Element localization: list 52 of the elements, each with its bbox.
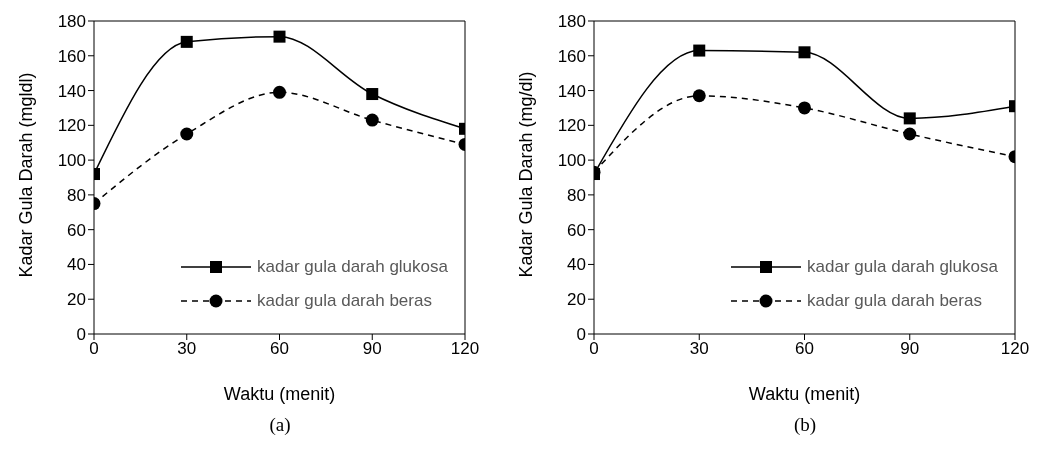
y-tick-label: 180 [557, 12, 586, 32]
point [366, 88, 379, 101]
y-tick-label: 0 [76, 325, 86, 345]
x-tick-label: 30 [177, 339, 197, 359]
y-tick-label: 100 [557, 151, 586, 171]
point [273, 30, 286, 43]
y-tick-label: 0 [576, 325, 586, 345]
legend-label: kadar gula darah beras [807, 291, 982, 311]
point [273, 85, 286, 99]
point [365, 113, 379, 127]
x-tick-label: 90 [362, 339, 382, 359]
legend-label: kadar gula darah glukosa [807, 257, 998, 277]
y-tick-label: 120 [557, 116, 586, 136]
point [180, 35, 193, 48]
y-tick-label: 80 [567, 185, 586, 205]
x-tick-label: 120 [1000, 339, 1030, 359]
legend-label: kadar gula darah beras [257, 291, 432, 311]
y-tick-label: 60 [67, 220, 86, 240]
y-tick-label: 20 [67, 290, 86, 310]
y-tick-label: 20 [567, 290, 586, 310]
point [798, 101, 811, 115]
y-tick-label: 180 [57, 12, 86, 32]
y-tick-label: 80 [67, 185, 86, 205]
point [903, 112, 916, 125]
x-tick-label: 60 [270, 339, 289, 359]
x-tick-label: 30 [689, 339, 709, 359]
point [798, 46, 811, 59]
x-tick-label: 120 [450, 339, 480, 359]
point [692, 89, 706, 103]
y-tick-label: 60 [567, 220, 586, 240]
y-tick-label: 160 [557, 46, 586, 66]
y-tick-label: 160 [57, 46, 86, 66]
y-tick-label: 120 [57, 116, 86, 136]
x-tick-label: 90 [900, 339, 920, 359]
text: (a) [268, 414, 292, 436]
point [693, 44, 706, 57]
x-tick-label: 0 [89, 339, 99, 359]
x-axis-title: Waktu (menit) [748, 384, 861, 404]
y-tick-label: 40 [567, 255, 586, 275]
y-tick-label: 100 [57, 151, 86, 171]
x-tick-label: 60 [795, 339, 814, 359]
y-tick-label: 140 [557, 81, 586, 101]
legend-label: kadar gula darah glukosa [257, 257, 448, 277]
y-axis-title: Kadar Gula Darah (mg/dl) [516, 71, 537, 278]
y-axis-title: Kadar Gula Darah (mgldl) [16, 72, 37, 278]
point [903, 127, 917, 141]
text: (b) [792, 414, 818, 436]
y-tick-label: 140 [57, 81, 86, 101]
x-tick-label: 0 [589, 339, 599, 359]
x-axis-title: Waktu (menit) [223, 384, 336, 404]
y-tick-label: 40 [67, 255, 86, 275]
point [180, 127, 194, 141]
